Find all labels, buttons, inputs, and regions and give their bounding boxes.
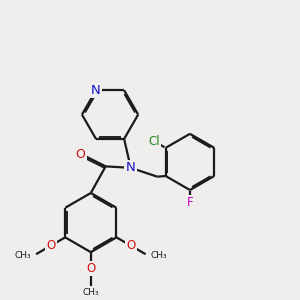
Text: CH₃: CH₃ [15, 250, 31, 260]
Text: O: O [86, 262, 95, 275]
Text: CH₃: CH₃ [82, 288, 99, 297]
Text: N: N [126, 161, 136, 174]
Text: CH₃: CH₃ [150, 250, 167, 260]
Text: O: O [46, 239, 56, 252]
Text: F: F [187, 196, 193, 209]
Text: N: N [91, 84, 101, 97]
Text: Cl: Cl [148, 135, 160, 148]
Text: O: O [126, 239, 135, 252]
Text: O: O [76, 148, 85, 161]
